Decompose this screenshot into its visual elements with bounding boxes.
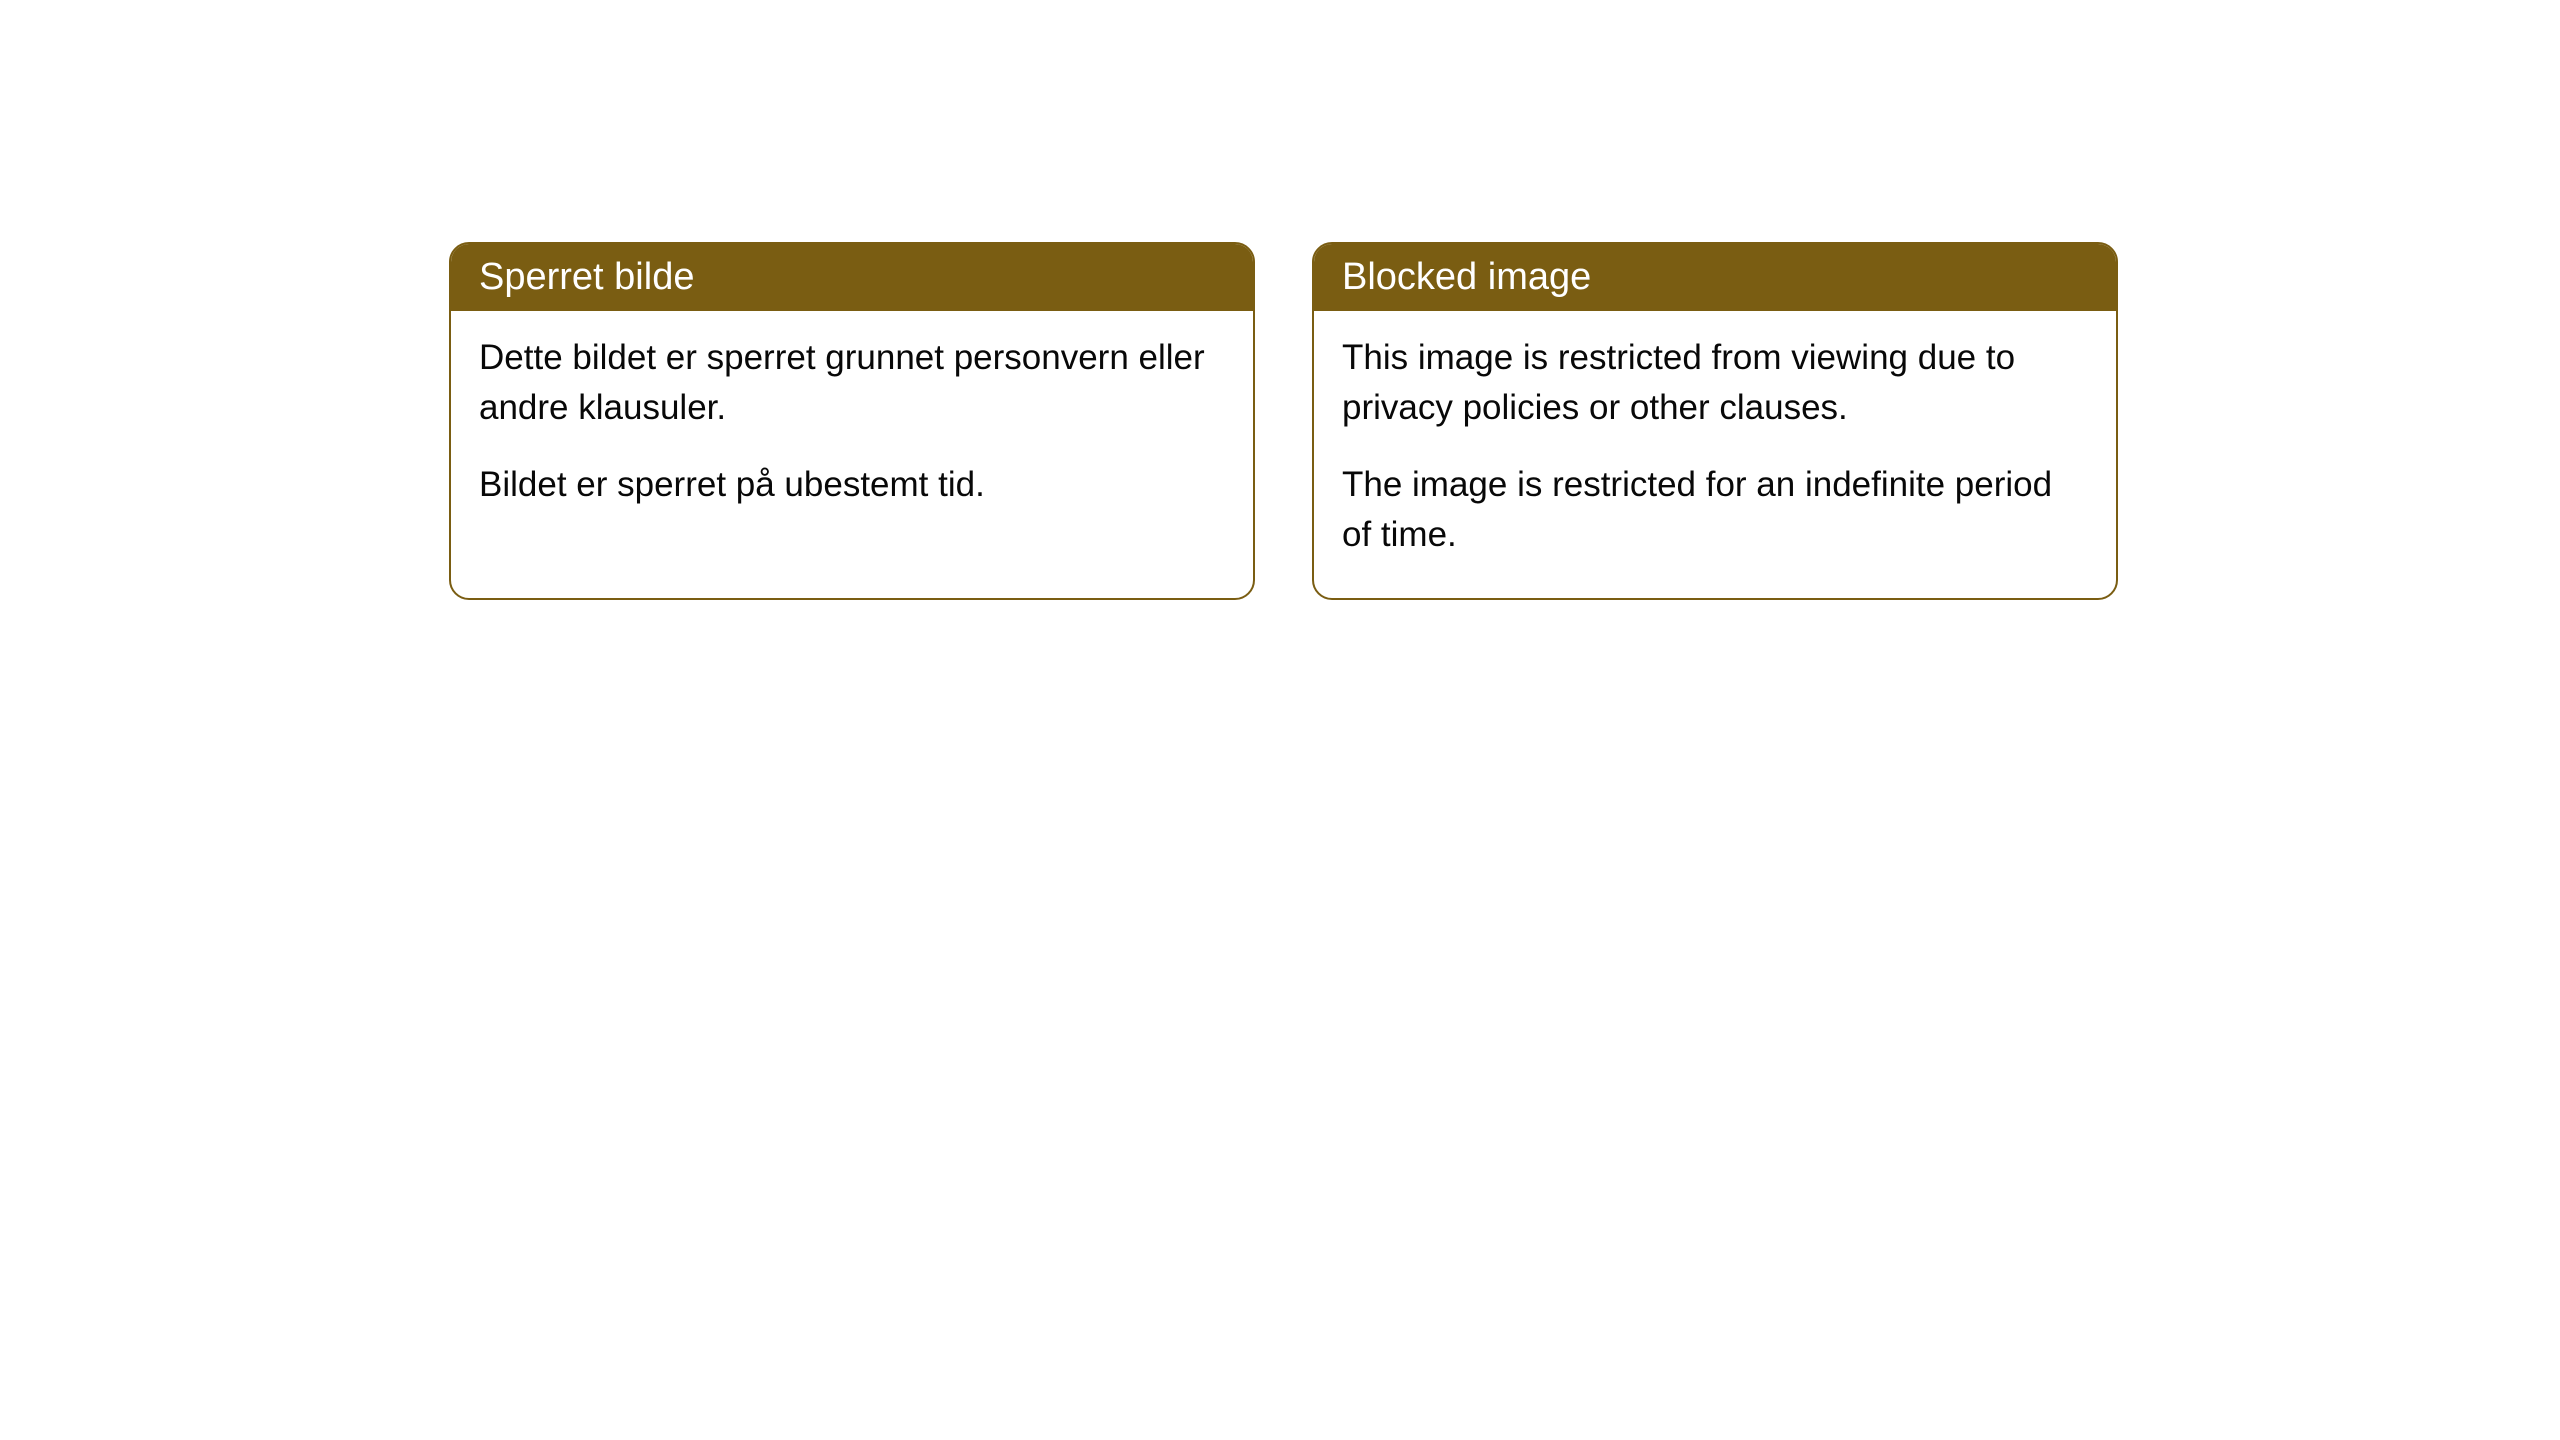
card-paragraph-norwegian-1: Dette bildet er sperret grunnet personve… — [479, 333, 1225, 432]
card-body-norwegian: Dette bildet er sperret grunnet personve… — [451, 311, 1253, 548]
card-paragraph-norwegian-2: Bildet er sperret på ubestemt tid. — [479, 460, 1225, 510]
card-paragraph-english-1: This image is restricted from viewing du… — [1342, 333, 2088, 432]
card-paragraph-english-2: The image is restricted for an indefinit… — [1342, 460, 2088, 559]
card-title-norwegian: Sperret bilde — [479, 256, 694, 298]
card-header-norwegian: Sperret bilde — [451, 244, 1253, 311]
notice-cards-container: Sperret bilde Dette bildet er sperret gr… — [449, 242, 2118, 600]
card-title-english: Blocked image — [1342, 256, 1591, 298]
blocked-image-card-english: Blocked image This image is restricted f… — [1312, 242, 2118, 600]
blocked-image-card-norwegian: Sperret bilde Dette bildet er sperret gr… — [449, 242, 1255, 600]
card-header-english: Blocked image — [1314, 244, 2116, 311]
card-body-english: This image is restricted from viewing du… — [1314, 311, 2116, 598]
